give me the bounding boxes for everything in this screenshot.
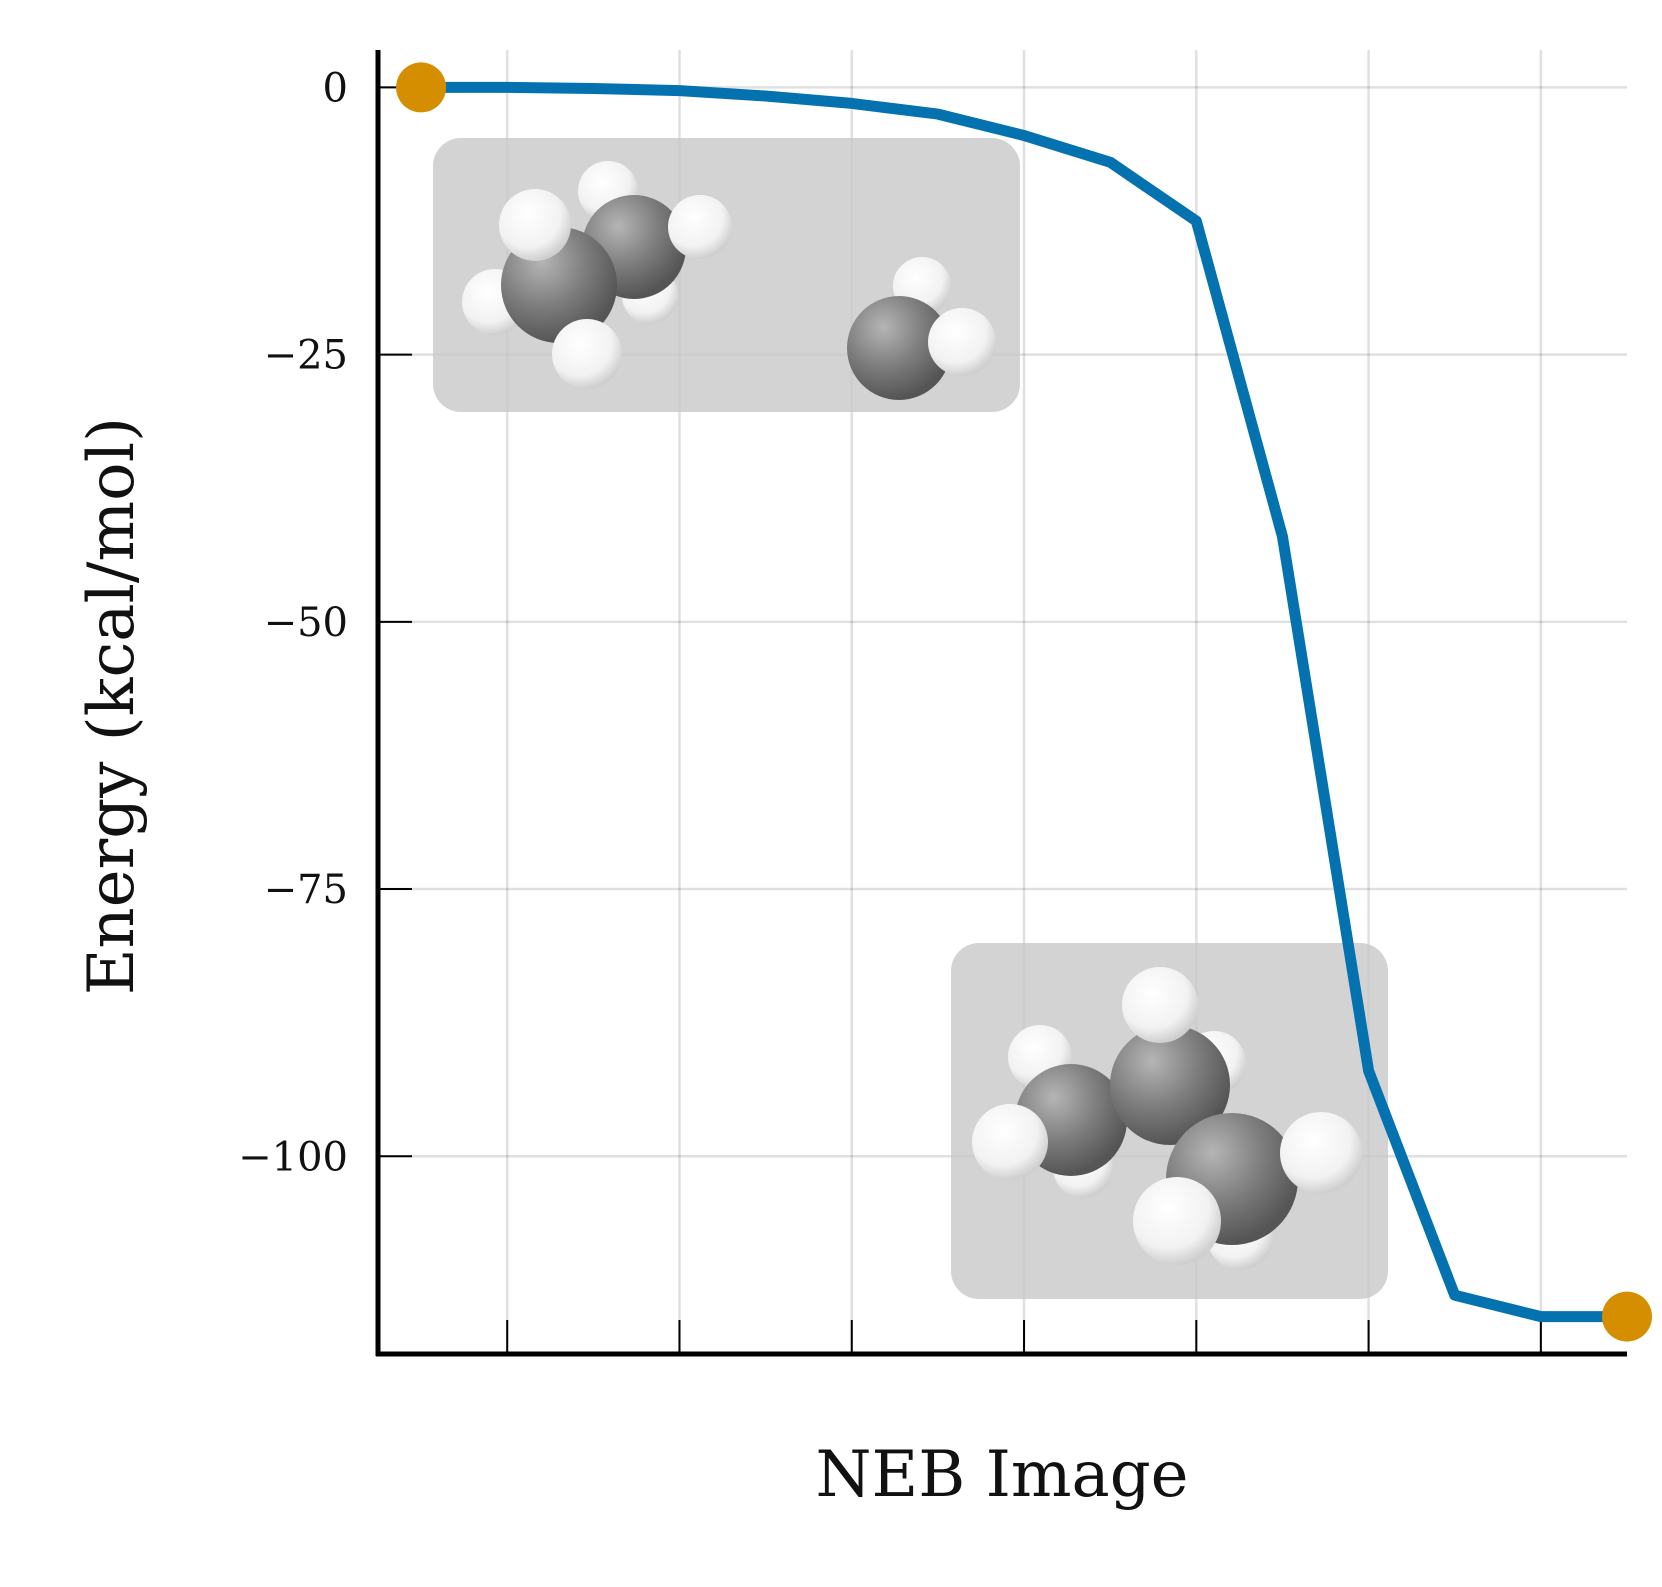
y-tick-label: −100: [238, 1134, 348, 1180]
hydrogen-atom: [499, 189, 571, 261]
y-tick-label: −50: [264, 600, 348, 646]
hydrogen-atom: [972, 1104, 1048, 1180]
y-axis-title: Energy (kcal/mol): [75, 417, 149, 995]
hydrogen-atom: [1133, 1177, 1221, 1265]
hydrogen-atom: [1122, 967, 1198, 1043]
reactant-molecules-inset: [433, 138, 1020, 412]
carbon-atom: [847, 296, 951, 400]
end-point-marker: [1602, 1291, 1652, 1342]
energy-series-line: [415, 81, 1633, 1323]
y-tick-label: −75: [264, 867, 348, 913]
start-point-marker: [396, 62, 447, 113]
carbon-atom: [1110, 1025, 1230, 1145]
x-axis-ticks: [506, 1320, 1542, 1354]
hydrogen-atom: [668, 195, 732, 259]
hydrogen-atom: [1280, 1112, 1362, 1194]
hydrogen-atom: [552, 319, 622, 389]
y-axis-ticks: 0 −25 −50 −75 −100: [238, 65, 412, 1180]
hydrogen-atom: [928, 308, 996, 376]
x-axis-title: NEB Image: [815, 1438, 1188, 1512]
y-tick-label: 0: [323, 65, 348, 111]
product-molecule-inset: [951, 943, 1388, 1299]
y-tick-label: −25: [264, 333, 348, 379]
